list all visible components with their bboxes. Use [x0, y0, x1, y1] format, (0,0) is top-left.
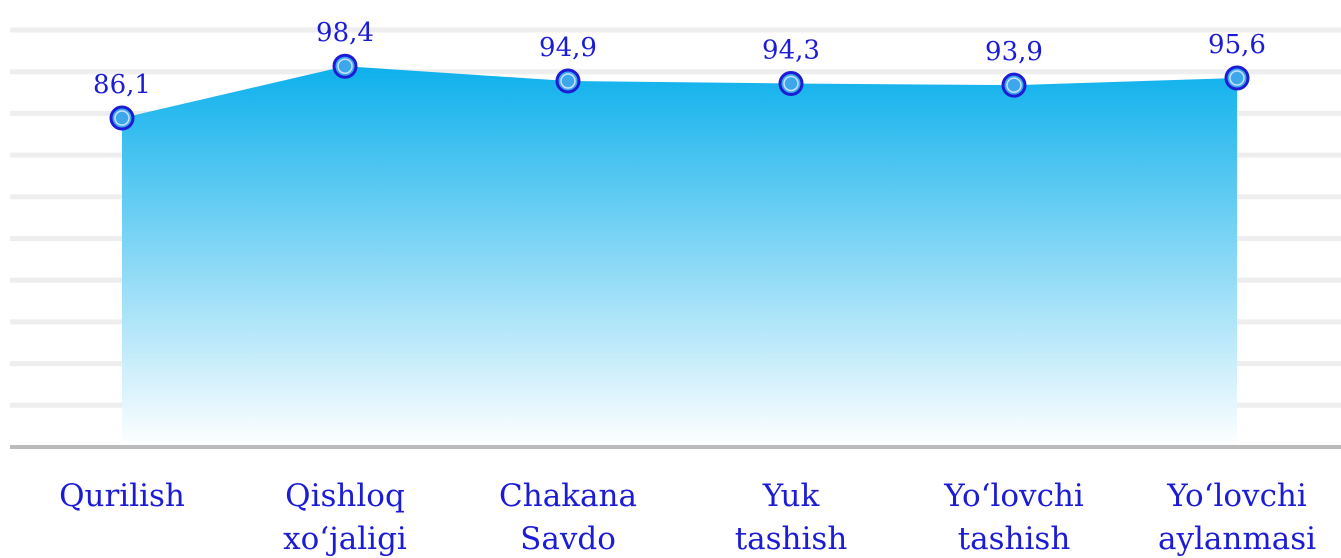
point-ring — [114, 110, 130, 126]
data-label: 94,3 — [762, 35, 820, 65]
x-tick-label-line: Yuk — [762, 478, 820, 514]
data-label: 93,9 — [985, 37, 1043, 67]
data-label: 86,1 — [93, 70, 151, 100]
x-tick-label-line: xo‘jaligi — [283, 521, 407, 557]
x-tick-label-line: tashish — [735, 521, 848, 557]
x-tick-label-line: Chakana — [499, 478, 637, 514]
x-tick-label-line: Yo‘lovchi — [943, 478, 1084, 514]
x-tick-label-line: tashish — [958, 521, 1071, 557]
x-tick-label: Yo‘lovchi tashish — [943, 478, 1084, 557]
x-tick-label: Chakana Savdo — [499, 478, 637, 557]
x-tick-label-line: Savdo — [520, 521, 616, 557]
x-tick-label: Yo‘lovchi aylanmasi — [1158, 478, 1316, 557]
point — [1224, 65, 1250, 91]
data-label: 98,4 — [316, 18, 374, 48]
point — [109, 105, 135, 131]
x-tick-label: Qishloq xo‘jaligi — [283, 478, 407, 557]
point-ring — [560, 73, 576, 89]
point — [778, 70, 804, 96]
x-tick-label: Qurilish — [59, 478, 185, 514]
area — [122, 66, 1237, 447]
data-label: 94,9 — [539, 33, 597, 63]
x-tick-label-line: aylanmasi — [1158, 521, 1316, 557]
point — [332, 53, 358, 79]
x-tick-label-line: Qurilish — [59, 478, 185, 514]
point-ring — [337, 58, 353, 74]
point-ring — [783, 75, 799, 92]
x-tick-label-line: Qishloq — [285, 478, 405, 514]
x-tick-label: Yuk tashish — [735, 478, 848, 557]
point-ring — [1229, 70, 1245, 86]
point — [1001, 72, 1027, 98]
x-tick-label-line: Yo‘lovchi — [1166, 478, 1307, 514]
data-label: 95,6 — [1208, 30, 1266, 60]
point-ring — [1006, 77, 1022, 93]
point — [555, 68, 581, 94]
